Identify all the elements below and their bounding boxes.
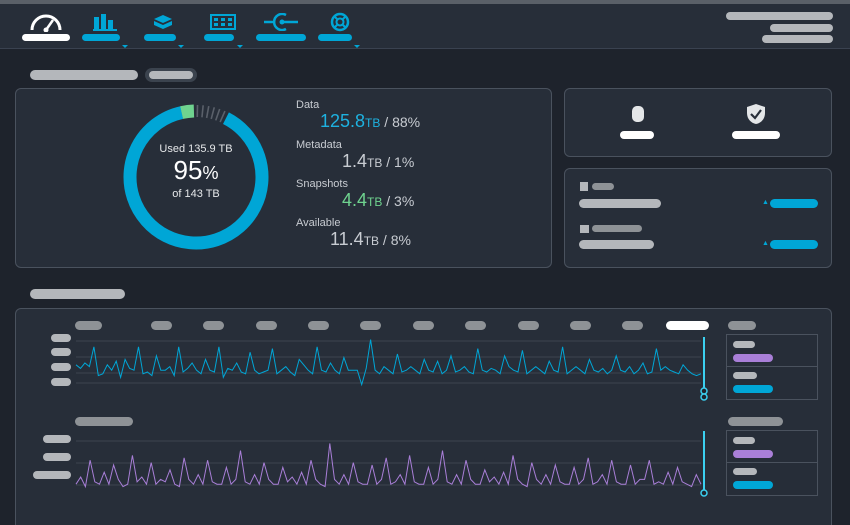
y-axis-label-bar [33,471,71,479]
tag-label-bar [149,71,193,79]
trend-value-bar [579,240,654,249]
chart-cursor-dot[interactable] [701,388,707,394]
arrow-up-icon: ▲ [762,240,769,247]
chevron-down-icon [354,45,360,48]
folder-icon [580,225,589,233]
total-label: of 143 TB [146,188,246,200]
legend-heading-bar [728,417,783,426]
trend-heading-bar [592,183,614,190]
lifebuoy-icon [330,12,350,32]
used-label: Used 135.9 TB [146,143,246,155]
nav-item-network[interactable] [254,10,308,44]
donut-available-tick [220,111,225,122]
performance-title-bar [30,289,125,299]
user-name-bar[interactable] [726,12,833,20]
nav-label-bar [318,34,352,41]
y-axis-label-bar [43,453,71,461]
y-axis-label-bar [51,363,71,371]
hdd-icon [631,105,645,123]
trend-value-bar [579,199,661,208]
breakdown-value: 125.8TB / 88% [320,111,420,132]
legend-label-bar [733,372,757,379]
y-axis-label-bar [51,348,71,356]
chevron-down-icon [237,45,243,48]
legend-value-bar [733,450,773,458]
server-rack-icon [210,14,236,30]
box-stack-icon [152,13,174,31]
status-label-bar [732,131,780,139]
legend-label-bar [733,341,755,348]
performance-panel [15,308,832,525]
section-tag-pill[interactable] [145,68,197,82]
legend-value-bar [733,481,773,489]
file-icon [580,182,588,191]
nav-item-storage[interactable] [142,10,190,44]
breakdown-label: Available [296,217,340,229]
chevron-down-icon [178,45,184,48]
donut-center: Used 135.9 TB 95% of 143 TB [146,143,246,200]
gauge-icon [29,12,63,32]
user-info-bar [762,35,833,43]
trend-change-bar [770,240,818,249]
nav-label-bar [82,34,120,41]
legend-value-bar [733,354,773,362]
used-percent-value: 95 [174,155,203,185]
nav-label-bar [204,34,234,41]
latency-line-chart[interactable] [76,427,716,497]
donut-available-tick [211,107,214,119]
shield-check-icon [746,103,766,125]
section-title-bar [30,70,138,80]
breakdown-label: Data [296,99,319,111]
nav-item-analytics[interactable] [80,10,128,44]
breakdown-value: 11.4TB / 8% [330,229,411,250]
legend-value-bar [733,385,773,393]
trend-heading-bar [592,225,642,232]
chevron-down-icon [122,45,128,48]
bottom-chart-legend [726,430,818,496]
capacity-panel: Used 135.9 TB 95% of 143 TB Data 125.8TB… [15,88,552,268]
chart-title-bar [75,417,133,426]
legend-label-bar [733,437,755,444]
used-percent-sign: % [202,163,218,183]
throughput-line-chart[interactable] [76,329,716,399]
status-label-bar [620,131,654,139]
breakdown-label: Snapshots [296,178,348,190]
donut-available-tick [216,109,220,120]
throughput-series-line [76,340,701,385]
breakdown-value: 4.4TB / 3% [342,190,414,211]
bar-chart-icon [93,13,117,31]
nav-label-bar [256,34,306,41]
top-navbar [0,0,850,49]
nav-item-dashboard[interactable] [22,10,70,44]
donut-available-tick [207,106,209,118]
y-axis-label-bar [43,435,71,443]
nav-label-bar [144,34,176,41]
y-axis-label-bar [51,334,71,342]
status-panel [564,88,832,157]
chart-cursor-dot[interactable] [701,394,707,400]
trend-change-bar [770,199,818,208]
legend-label-bar [733,468,757,475]
user-role-bar [770,24,833,32]
arrow-up-icon: ▲ [762,199,769,206]
used-percent: 95% [146,155,246,188]
nav-label-bar [22,34,70,41]
trend-panel: ▲ ▲ [564,168,832,268]
nav-item-hardware[interactable] [202,10,250,44]
latency-series-line [76,443,701,486]
network-icon [264,13,298,31]
nav-item-support[interactable] [318,10,366,44]
y-axis-label-bar [51,378,71,386]
donut-available-tick [202,105,203,117]
chart-cursor-dot[interactable] [701,490,707,496]
top-chart-legend [726,334,818,400]
breakdown-value: 1.4TB / 1% [342,151,414,172]
legend-heading-bar [728,321,756,330]
donut-available-ticks [197,105,225,122]
breakdown-label: Metadata [296,139,342,151]
